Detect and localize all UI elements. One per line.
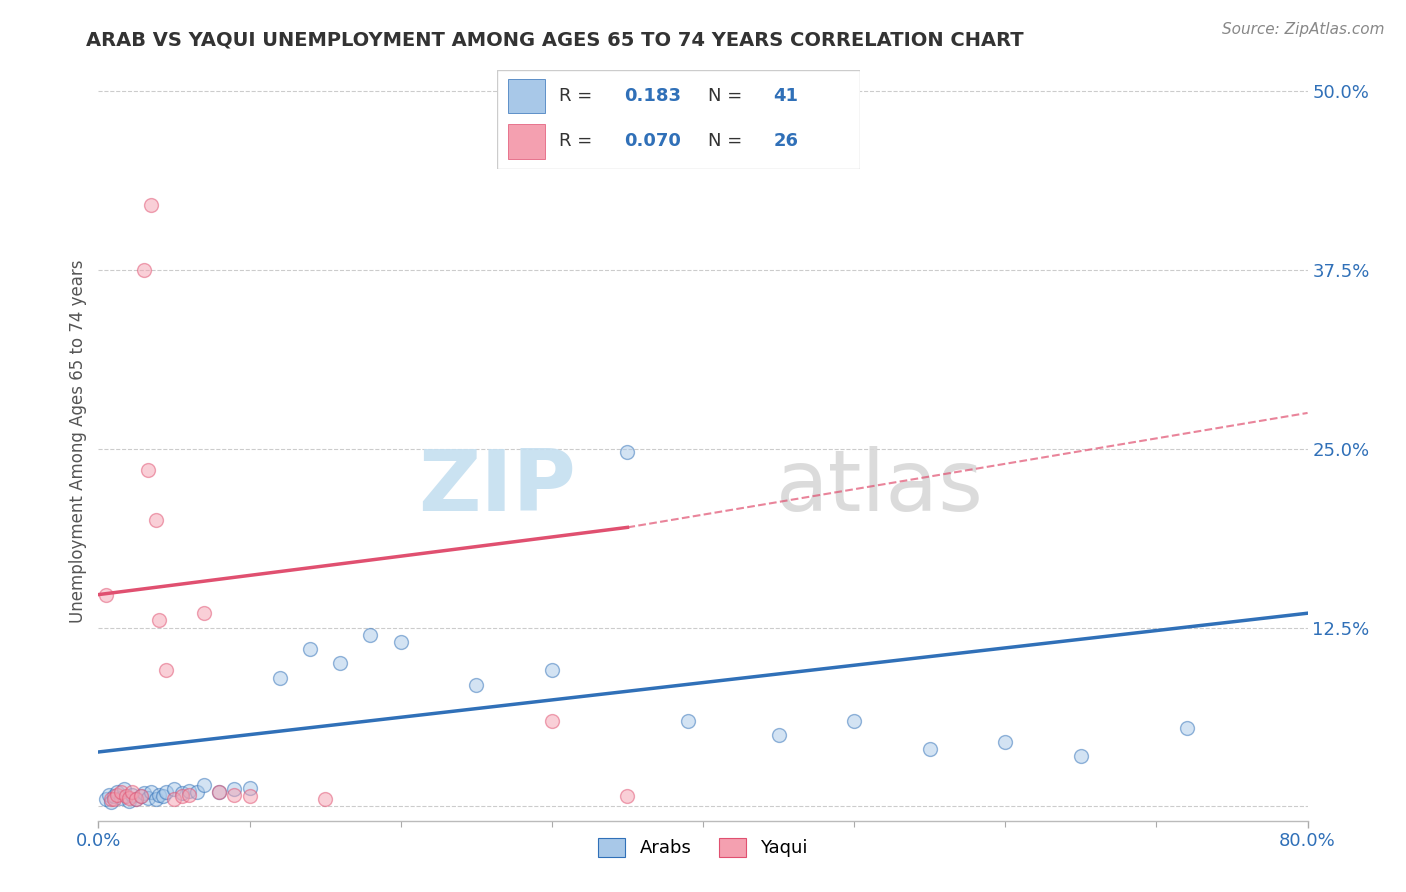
- Point: [125, 792, 148, 806]
- Point: [616, 789, 638, 804]
- Point: [100, 792, 122, 806]
- Point: [179, 783, 201, 797]
- Point: [389, 635, 412, 649]
- Point: [179, 788, 201, 802]
- Point: [105, 785, 128, 799]
- Point: [299, 642, 322, 657]
- Point: [170, 787, 193, 801]
- Point: [208, 785, 231, 799]
- Point: [360, 628, 382, 642]
- Point: [129, 789, 152, 804]
- Text: atlas: atlas: [776, 445, 984, 529]
- Point: [1070, 749, 1092, 764]
- Point: [465, 678, 488, 692]
- Point: [141, 785, 163, 799]
- Text: Source: ZipAtlas.com: Source: ZipAtlas.com: [1222, 22, 1385, 37]
- Point: [224, 782, 246, 797]
- Point: [155, 785, 177, 799]
- Point: [844, 714, 866, 728]
- Point: [94, 792, 117, 806]
- Point: [163, 782, 186, 797]
- Point: [239, 780, 262, 795]
- Point: [918, 742, 941, 756]
- Point: [186, 785, 208, 799]
- Point: [224, 788, 246, 802]
- Point: [314, 792, 336, 806]
- Point: [994, 735, 1017, 749]
- Point: [121, 785, 143, 799]
- Point: [155, 664, 177, 678]
- Point: [118, 790, 141, 805]
- Point: [616, 444, 638, 458]
- Point: [540, 714, 562, 728]
- Point: [145, 792, 167, 806]
- Point: [132, 263, 155, 277]
- Text: ARAB VS YAQUI UNEMPLOYMENT AMONG AGES 65 TO 74 YEARS CORRELATION CHART: ARAB VS YAQUI UNEMPLOYMENT AMONG AGES 65…: [86, 30, 1024, 50]
- Point: [136, 790, 159, 805]
- Point: [145, 513, 167, 527]
- Point: [239, 789, 262, 804]
- Point: [125, 792, 148, 806]
- Point: [768, 728, 790, 742]
- Point: [141, 198, 163, 212]
- Point: [103, 789, 125, 804]
- Point: [98, 788, 121, 802]
- Point: [121, 788, 143, 802]
- Point: [110, 790, 132, 805]
- Point: [103, 792, 125, 806]
- Point: [540, 664, 562, 678]
- Point: [170, 789, 193, 804]
- Legend: Arabs, Yaqui: Arabs, Yaqui: [591, 830, 815, 864]
- Point: [136, 463, 159, 477]
- Point: [269, 671, 291, 685]
- Y-axis label: Unemployment Among Ages 65 to 74 years: Unemployment Among Ages 65 to 74 years: [69, 260, 87, 624]
- Point: [105, 788, 128, 802]
- Point: [148, 788, 170, 802]
- Point: [329, 657, 352, 671]
- Point: [132, 787, 155, 801]
- Point: [94, 588, 117, 602]
- Point: [1175, 721, 1198, 735]
- Point: [193, 606, 215, 620]
- Point: [114, 789, 136, 804]
- Point: [208, 785, 231, 799]
- Text: ZIP: ZIP: [419, 445, 576, 529]
- Point: [110, 785, 132, 799]
- Point: [129, 789, 152, 804]
- Point: [163, 792, 186, 806]
- Point: [148, 613, 170, 627]
- Point: [152, 789, 174, 804]
- Point: [118, 794, 141, 808]
- Point: [676, 714, 699, 728]
- Point: [112, 782, 135, 797]
- Point: [100, 795, 122, 809]
- Point: [193, 778, 215, 792]
